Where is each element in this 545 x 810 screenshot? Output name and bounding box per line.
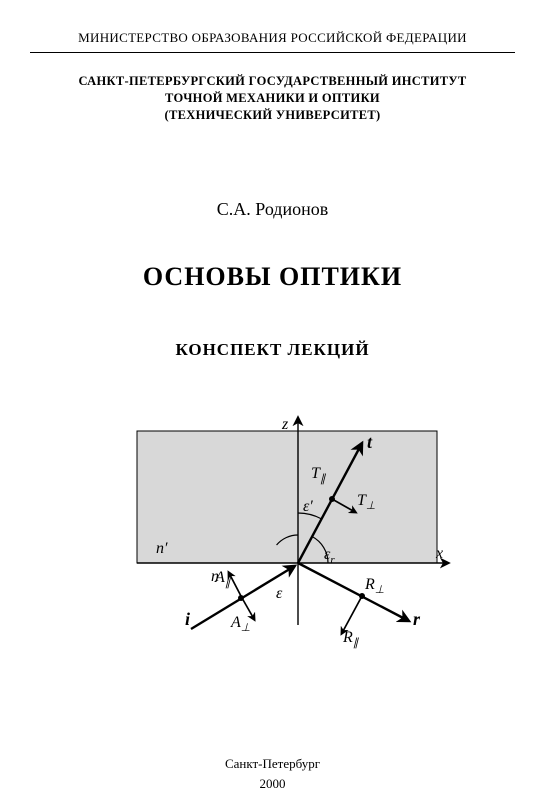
page-title: ОСНОВЫ ОПТИКИ — [0, 220, 545, 292]
svg-text:A⊥: A⊥ — [230, 614, 250, 634]
institute-line: (ТЕХНИЧЕСКИЙ УНИВЕРСИТЕТ) — [0, 107, 545, 124]
institute-line: САНКТ-ПЕТЕРБУРГСКИЙ ГОСУДАРСТВЕННЫЙ ИНСТ… — [0, 73, 545, 90]
institute-line: ТОЧНОЙ МЕХАНИКИ И ОПТИКИ — [0, 90, 545, 107]
svg-text:n′: n′ — [156, 540, 168, 557]
svg-text:R⊥: R⊥ — [364, 576, 384, 596]
svg-text:n: n — [211, 568, 219, 585]
svg-text:x: x — [435, 545, 443, 562]
author: С.А. Родионов — [0, 124, 545, 220]
subtitle: КОНСПЕКТ ЛЕКЦИЙ — [0, 292, 545, 360]
footer-city: Санкт-Петербург — [0, 756, 545, 772]
svg-text:R∥: R∥ — [342, 629, 360, 649]
svg-text:i: i — [185, 609, 190, 629]
footer-year: 2000 — [0, 776, 545, 792]
ministry-line: МИНИСТЕРСТВО ОБРАЗОВАНИЯ РОССИЙСКОЙ ФЕДЕ… — [0, 0, 545, 46]
svg-text:z: z — [281, 416, 289, 433]
svg-text:r: r — [413, 609, 421, 629]
optics-diagram: xzεεrε′itrR∥T⊥A∥A⊥nn′T∥R⊥ — [93, 415, 453, 655]
institute-block: САНКТ-ПЕТЕРБУРГСКИЙ ГОСУДАРСТВЕННЫЙ ИНСТ… — [0, 53, 545, 124]
svg-text:ε: ε — [276, 585, 283, 602]
diagram-container: xzεεrε′itrR∥T⊥A∥A⊥nn′T∥R⊥ — [0, 360, 545, 655]
svg-text:ε′: ε′ — [303, 498, 313, 515]
